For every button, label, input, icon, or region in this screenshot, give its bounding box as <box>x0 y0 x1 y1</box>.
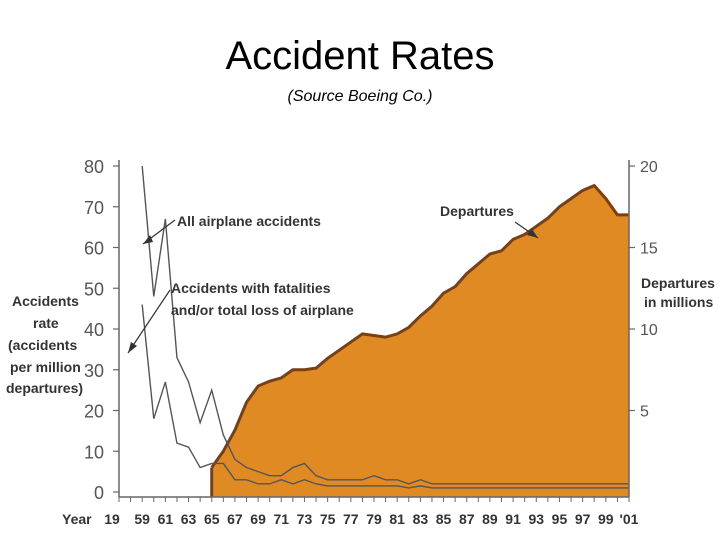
departures-area-layer <box>210 183 629 497</box>
annotation-departures: Departures <box>440 203 514 219</box>
x-tick-label: 89 <box>482 511 498 527</box>
y-left-label-line: departures) <box>6 380 83 396</box>
x-tick-label: 77 <box>343 511 359 527</box>
x-tick-label: 71 <box>273 511 289 527</box>
y-left-label-line: (accidents <box>8 337 77 353</box>
right-axis-ticks: 20 15 10 5 <box>629 159 658 421</box>
departures-area <box>211 185 629 497</box>
chart-title: Accident Rates <box>225 34 495 78</box>
right-tick-label: 5 <box>640 404 649 421</box>
right-tick-label: 15 <box>640 241 658 258</box>
x-tick-label: 93 <box>528 511 544 527</box>
x-tick-label: 91 <box>505 511 521 527</box>
x-tick-label: 59 <box>134 511 150 527</box>
x-axis-prefix: Year <box>62 511 92 527</box>
x-tick-label: 73 <box>297 511 313 527</box>
y-right-label-line: in millions <box>644 294 713 310</box>
left-tick-label: 70 <box>84 198 104 218</box>
x-tick-label: 63 <box>181 511 197 527</box>
x-tick-label: 67 <box>227 511 243 527</box>
left-tick-label: 10 <box>84 442 104 462</box>
x-tick-label: 75 <box>320 511 336 527</box>
x-tick-label: 81 <box>389 511 405 527</box>
x-tick-label: 69 <box>250 511 266 527</box>
right-tick-label: 20 <box>640 159 658 176</box>
left-tick-label: 40 <box>84 320 104 340</box>
left-tick-label: 80 <box>84 157 104 177</box>
x-tick-label: 79 <box>366 511 382 527</box>
left-tick-label: 50 <box>84 279 104 299</box>
y-left-label-line: rate <box>33 315 59 331</box>
accident-lines-layer <box>141 165 629 489</box>
arrowhead <box>143 235 153 244</box>
x-tick-label: 19 <box>104 511 120 527</box>
left-tick-label: 30 <box>84 361 104 381</box>
annotation-fatal-accidents: Accidents with fatalities <box>171 280 331 296</box>
arrowhead <box>128 342 137 353</box>
left-tick-label: 0 <box>94 483 104 503</box>
x-tick-label: 97 <box>575 511 591 527</box>
left-axis-ticks: 80 70 60 50 40 30 20 10 0 <box>84 157 119 503</box>
x-tick-label: '01 <box>620 511 639 527</box>
left-tick-label: 20 <box>84 402 104 422</box>
x-axis-ticks: 19 59 61 63 65 67 69 71 73 75 77 79 81 83 85 87 89 91 93 95… <box>104 497 639 527</box>
y-left-label-line: per million <box>10 359 81 375</box>
x-tick-label: 83 <box>413 511 429 527</box>
x-tick-label: 61 <box>158 511 174 527</box>
annotation-fatal-accidents-line2: and/or total loss of airplane <box>171 302 354 318</box>
x-tick-label: 65 <box>204 511 220 527</box>
annotation-arrow <box>127 289 171 354</box>
x-tick-label: 99 <box>598 511 614 527</box>
annotation-all-accidents: All airplane accidents <box>177 213 321 229</box>
arrowhead <box>527 229 538 238</box>
y-right-label-line: Departures <box>641 275 715 291</box>
left-tick-label: 60 <box>84 239 104 259</box>
y-left-label-line: Accidents <box>12 293 79 309</box>
x-tick-label: 95 <box>552 511 568 527</box>
accident-rate-line-1 <box>141 304 629 489</box>
right-tick-label: 10 <box>640 322 658 339</box>
x-tick-label: 85 <box>436 511 452 527</box>
x-tick-label: 87 <box>459 511 475 527</box>
accident-rate-line-0 <box>141 165 629 485</box>
departures-outline <box>210 183 629 469</box>
chart-subtitle: (Source Boeing Co.) <box>287 88 433 105</box>
